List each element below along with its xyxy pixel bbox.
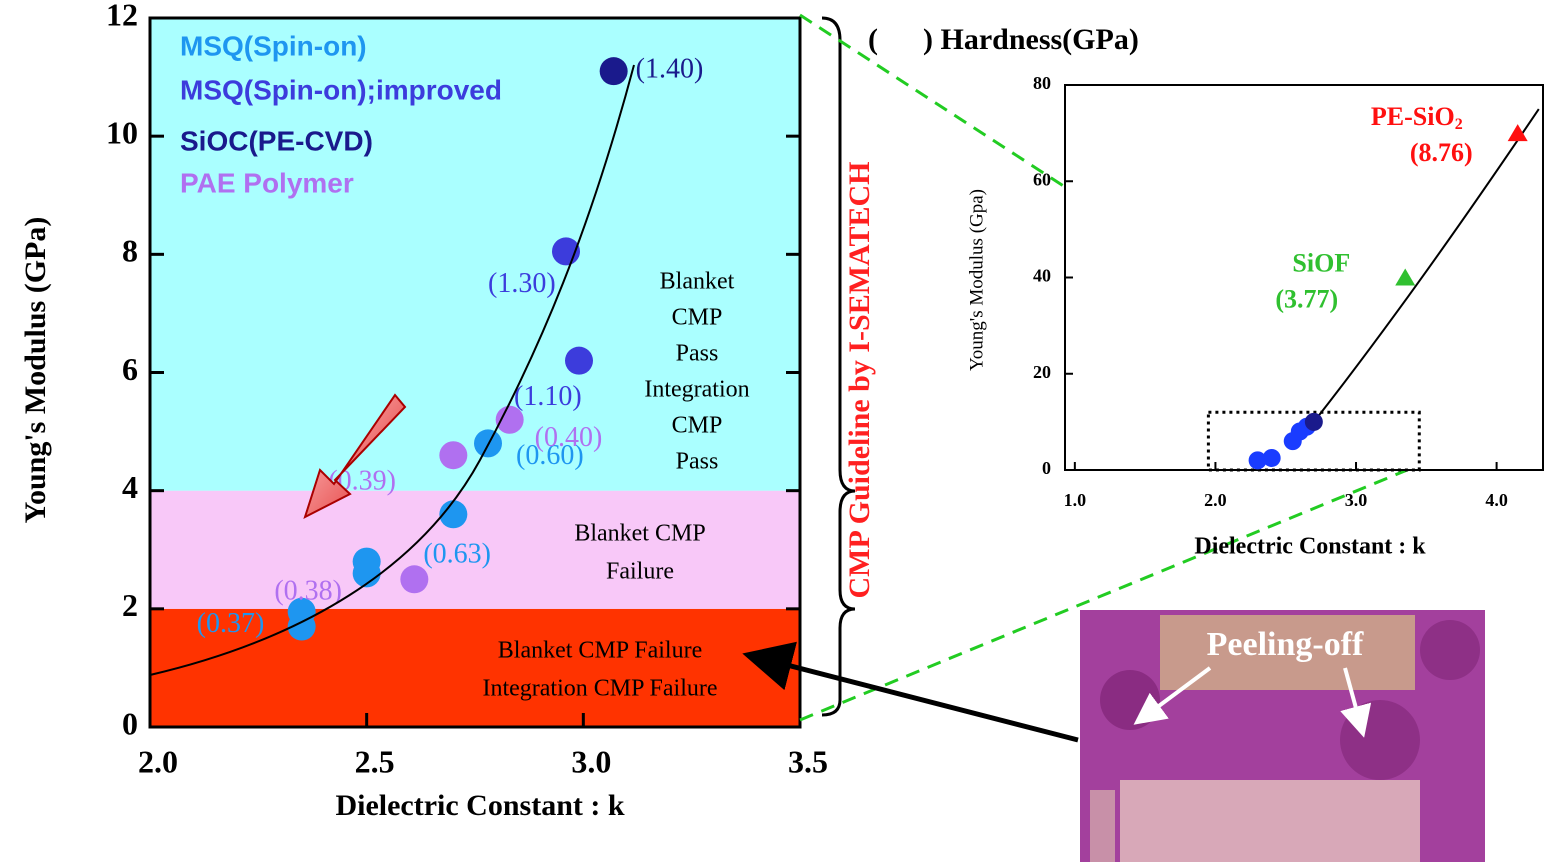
legend-entry: PAE Polymer	[180, 167, 354, 198]
inset-chart: ( ) Hardness(GPa) 0 20 40 60 80 1.0 2.0 3.0 4.0 Di…	[868, 23, 1543, 560]
data-point	[1263, 449, 1281, 467]
region-label: CMP	[672, 305, 723, 331]
region-label: Pass	[676, 341, 719, 367]
hardness-label: (1.40)	[636, 54, 704, 85]
region-label: Blanket CMP Failure	[498, 638, 702, 664]
figure: Blanket CMP Failure Integration CMP Failu…	[0, 0, 1551, 862]
point-label: SiOF	[1292, 248, 1350, 277]
region-label: Blanket	[660, 269, 735, 295]
hardness-label: (0.63)	[423, 539, 491, 570]
y-tick-label: 10	[106, 115, 138, 151]
y-tick-label: 8	[122, 233, 138, 269]
y-tick-label: 20	[1033, 362, 1051, 382]
guideline-label: CMP Guideline by I-SEMATECH	[843, 162, 876, 599]
y-tick-label: 0	[1042, 458, 1051, 478]
point-label-sub: 2	[1455, 116, 1463, 133]
x-tick-label: 3.0	[1345, 490, 1368, 510]
y-tick-label: 40	[1033, 266, 1051, 286]
region-label: CMP	[672, 413, 723, 439]
hardness-label: (1.10)	[514, 381, 582, 412]
data-point	[600, 57, 628, 85]
y-axis-title: Young's Modulus (GPa)	[19, 217, 52, 524]
inset-title: ( ) Hardness(GPa)	[868, 23, 1139, 56]
data-point	[400, 565, 428, 593]
photo-label: Peeling-off	[1207, 626, 1364, 663]
photo: Peeling-off	[1080, 610, 1485, 862]
x-tick-label: 3.0	[571, 743, 611, 779]
hardness-label: (8.76)	[1410, 138, 1473, 167]
point-label-text: SiOF	[1292, 248, 1350, 277]
data-point	[496, 406, 524, 434]
region-label: Blanket CMP	[574, 521, 705, 547]
legend-entry: SiOC(PE-CVD)	[180, 125, 373, 156]
x-axis-title: Dielectric Constant : k	[335, 789, 624, 822]
data-point	[1305, 413, 1323, 431]
legend-entry: MSQ(Spin-on)	[180, 30, 367, 61]
hardness-label: (1.30)	[488, 268, 556, 299]
x-tick-label: 2.5	[355, 743, 395, 779]
point-label: PE-SiO2	[1371, 102, 1463, 133]
data-point	[565, 347, 593, 375]
legend-entry: MSQ(Spin-on);improved	[180, 74, 502, 105]
y-tick-label: 12	[106, 0, 138, 32]
y-tick-label: 4	[122, 469, 138, 505]
y-tick-label: 80	[1033, 73, 1051, 93]
region-label: Failure	[606, 559, 674, 585]
x-tick-label: 4.0	[1485, 490, 1508, 510]
hardness-label: (3.77)	[1275, 284, 1338, 313]
hardness-label: (0.38)	[274, 576, 342, 607]
hardness-label: (0.40)	[535, 422, 603, 453]
x-tick-label: 1.0	[1064, 490, 1087, 510]
y-axis-title: Young's Modulus (Gpa)	[966, 189, 987, 371]
y-tick-label: 60	[1033, 169, 1051, 189]
x-tick-label: 3.5	[788, 743, 828, 779]
x-axis-title: Dielectric Constant : k	[1194, 534, 1426, 560]
region-label: Pass	[676, 449, 719, 475]
data-point	[439, 441, 467, 469]
x-tick-label: 2.0	[138, 743, 178, 779]
region-label: Integration CMP Failure	[482, 676, 717, 702]
point-label-text: PE-SiO	[1371, 102, 1455, 131]
hardness-label: (0.37)	[197, 608, 265, 639]
y-tick-label: 6	[122, 351, 138, 387]
y-tick-label: 2	[122, 587, 138, 623]
region-label: Integration	[644, 377, 749, 403]
y-tick-label: 0	[122, 705, 138, 741]
x-tick-label: 2.0	[1204, 490, 1227, 510]
